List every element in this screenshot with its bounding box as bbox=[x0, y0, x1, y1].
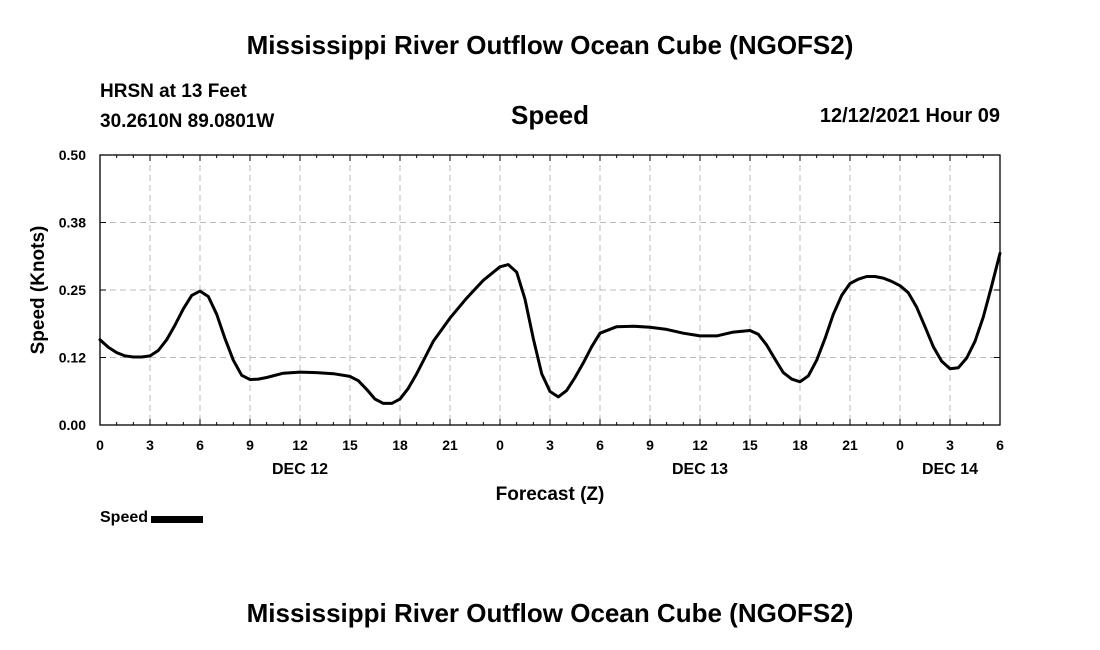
forecast-datetime: 12/12/2021 Hour 09 bbox=[819, 105, 1000, 127]
x-tick-label: 3 bbox=[546, 437, 554, 453]
y-tick-label: 0.12 bbox=[59, 350, 86, 366]
x-tick-label: 21 bbox=[842, 437, 858, 453]
label-layer: 0 3 6 9 12 15 18 21 0 3 6 9 12 15 18 21 0 3 6 0.00 0.12 0.25 0… bbox=[28, 147, 1004, 505]
y-tick-label: 0.00 bbox=[59, 417, 86, 433]
station-coords: 30.2610N 89.0801W bbox=[100, 111, 275, 132]
x-tick-label: 0 bbox=[896, 437, 904, 453]
main-title: Mississippi River Outflow Ocean Cube (NG… bbox=[246, 30, 854, 60]
x-tick-label: 6 bbox=[196, 437, 204, 453]
y-tick-label: 0.25 bbox=[59, 282, 86, 298]
x-axis-title: Forecast (Z) bbox=[496, 484, 605, 505]
series-layer bbox=[98, 251, 1002, 405]
date-label: DEC 13 bbox=[672, 461, 728, 478]
date-label: DEC 12 bbox=[272, 461, 328, 478]
variable-title: Speed bbox=[510, 100, 590, 130]
grid-layer bbox=[100, 155, 1000, 425]
legend-label: Speed bbox=[100, 509, 149, 526]
plot-frame bbox=[99, 154, 1001, 426]
speed-chart: 0 3 6 9 12 15 18 21 0 3 6 9 12 15 18 21 0 3 6 0.00 0.12 0.25 0… bbox=[28, 147, 1004, 505]
x-tick-label: 6 bbox=[996, 437, 1004, 453]
date-label: DEC 14 bbox=[922, 461, 978, 478]
x-tick-label: 9 bbox=[246, 437, 254, 453]
legend: Speed bbox=[100, 509, 204, 527]
y-tick-label: 0.50 bbox=[59, 147, 86, 163]
x-tick-label: 6 bbox=[596, 437, 604, 453]
x-tick-label: 18 bbox=[792, 437, 808, 453]
x-tick-label: 0 bbox=[96, 437, 104, 453]
bottom-title: Mississippi River Outflow Ocean Cube (NG… bbox=[246, 598, 854, 628]
station-name: HRSN at 13 Feet bbox=[100, 81, 247, 102]
speed-series-line bbox=[98, 251, 1002, 405]
legend-swatch bbox=[151, 516, 204, 523]
x-tick-label: 15 bbox=[742, 437, 758, 453]
x-tick-label: 9 bbox=[646, 437, 654, 453]
y-tick-label: 0.38 bbox=[59, 215, 86, 231]
x-tick-label: 15 bbox=[342, 437, 358, 453]
y-axis-title: Speed (Knots) bbox=[28, 226, 49, 355]
axis-layer bbox=[99, 154, 1001, 426]
x-tick-label: 3 bbox=[946, 437, 954, 453]
station-info: HRSN at 13 Feet 30.2610N 89.0801W bbox=[100, 77, 274, 137]
x-tick-label: 21 bbox=[442, 437, 458, 453]
x-tick-label: 12 bbox=[292, 437, 308, 453]
x-tick-label: 12 bbox=[692, 437, 708, 453]
x-tick-label: 0 bbox=[496, 437, 504, 453]
x-tick-label: 18 bbox=[392, 437, 408, 453]
x-tick-label: 3 bbox=[146, 437, 154, 453]
